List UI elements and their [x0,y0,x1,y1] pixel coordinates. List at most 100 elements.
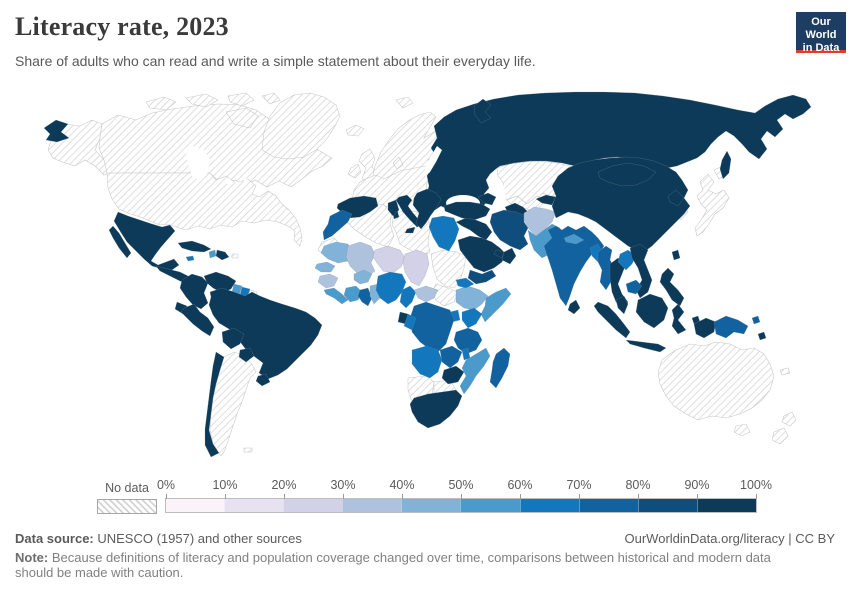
country-svalbard[interactable] [395,96,414,109]
country-uae[interactable] [493,249,505,259]
country-iceland[interactable] [345,124,365,137]
country-turkey[interactable] [443,201,491,221]
legend-bin-0-10%[interactable] [166,499,225,512]
legend-bin-50-60%[interactable] [460,499,520,512]
country-novaya-zemlya[interactable] [473,98,492,124]
country-cuba[interactable] [177,240,212,253]
country-jamaica[interactable] [185,255,195,262]
country-peru[interactable] [180,303,215,337]
country-vietnam[interactable] [629,243,653,299]
country-iran[interactable] [489,209,529,251]
country-mongolia[interactable] [597,162,657,187]
country-tanzania[interactable] [453,327,483,355]
country-madagascar[interactable] [489,347,511,389]
country-mali[interactable] [345,241,376,278]
country-guinea[interactable] [317,273,339,289]
country-new-zealand[interactable] [771,411,797,445]
country-congo[interactable] [403,313,417,331]
country-haiti[interactable] [208,249,217,259]
country-dominican-republic[interactable] [215,249,230,261]
legend-bin-30-40%[interactable] [342,499,402,512]
no-data-swatch[interactable] [97,499,157,514]
country-iraq-syria[interactable] [455,217,493,241]
country-philippines[interactable] [659,267,685,307]
country-chile[interactable] [204,351,225,458]
country-arctic-islands[interactable] [145,92,281,129]
country-sakhalin[interactable] [719,150,732,180]
country-chad[interactable] [402,249,430,287]
country-cote-divoire[interactable] [343,285,363,303]
country-senegal[interactable] [314,261,336,273]
country-papua-new-guinea[interactable] [713,315,761,339]
country-russia-chukotka[interactable] [43,119,70,143]
country-nepal[interactable] [563,233,585,245]
legend-bin-70-80%[interactable] [578,499,638,512]
country-drc[interactable] [409,301,455,353]
country-indonesia-java[interactable] [625,339,667,353]
country-greenland[interactable] [261,92,341,160]
country-falklands[interactable] [243,447,253,453]
country-mozambique[interactable] [459,347,491,395]
country-sierra-leone-liberia[interactable] [323,287,349,305]
country-zimbabwe[interactable] [441,365,465,385]
country-oman[interactable] [501,247,517,265]
country-sri-lanka[interactable] [567,299,581,315]
country-denmark[interactable] [392,156,404,170]
country-paraguay[interactable] [238,347,255,363]
country-saudi-arabia[interactable] [457,235,507,273]
country-china[interactable] [551,156,691,253]
legend-bin-10-20%[interactable] [224,499,284,512]
country-uruguay[interactable] [255,373,271,387]
owid-logo[interactable]: Our World in Data [796,12,846,54]
country-yemen[interactable] [467,269,497,285]
country-eritrea[interactable] [455,277,475,289]
country-indonesia-sulawesi[interactable] [671,303,687,335]
legend-bin-90-100%[interactable] [696,499,756,512]
legend-bin-80-90%[interactable] [637,499,697,512]
country-mexico[interactable] [108,211,180,271]
country-angola[interactable] [411,345,443,379]
owid-link[interactable]: OurWorldinData.org/literacy | CC BY [624,531,835,546]
country-morocco[interactable] [322,209,353,241]
country-colombia[interactable] [179,273,209,310]
country-burkina-faso[interactable] [353,269,373,285]
country-somalia[interactable] [480,287,512,323]
country-zambia[interactable] [439,345,463,369]
country-australia[interactable] [657,341,775,437]
country-usa[interactable] [106,172,303,247]
country-indonesia-west-new-guinea[interactable] [693,317,717,339]
country-tunisia[interactable] [387,199,400,217]
country-niger[interactable] [372,245,406,274]
legend-bin-40-50%[interactable] [401,499,461,512]
country-afghanistan[interactable] [523,206,557,237]
country-nigeria[interactable] [375,271,407,305]
country-russia-eastern-europe[interactable] [425,91,812,211]
country-bolivia[interactable] [221,327,245,350]
country-kenya[interactable] [461,307,483,329]
country-central-african-republic[interactable] [413,285,439,303]
country-caucasus[interactable] [477,192,497,206]
legend-bin-20-30%[interactable] [283,499,343,512]
country-north-korea[interactable] [667,189,685,207]
country-south-africa[interactable] [409,389,463,429]
country-ghana[interactable] [357,287,373,307]
country-indonesia-sumatra[interactable] [593,301,631,339]
country-balkans-greece[interactable] [412,188,442,230]
country-venezuela[interactable] [203,271,237,294]
legend-tick-label: 80% [625,478,651,492]
country-taiwan[interactable] [671,249,681,261]
country-malaysia[interactable] [615,295,629,315]
country-puerto-rico[interactable] [231,253,239,259]
country-egypt[interactable] [428,215,460,252]
country-ireland[interactable] [347,163,362,179]
legend-bin-60-70%[interactable] [519,499,579,512]
country-solomon-islands[interactable] [757,331,767,341]
country-new-caledonia[interactable] [779,367,791,376]
country-cambodia[interactable] [625,279,643,295]
country-cameroon[interactable] [399,285,417,309]
country-brazil[interactable] [208,287,323,380]
country-ethiopia[interactable] [455,285,489,311]
country-indonesia-borneo[interactable] [635,293,669,329]
footer-link[interactable]: OurWorldinData.org/literacy | CC BY [625,531,835,546]
